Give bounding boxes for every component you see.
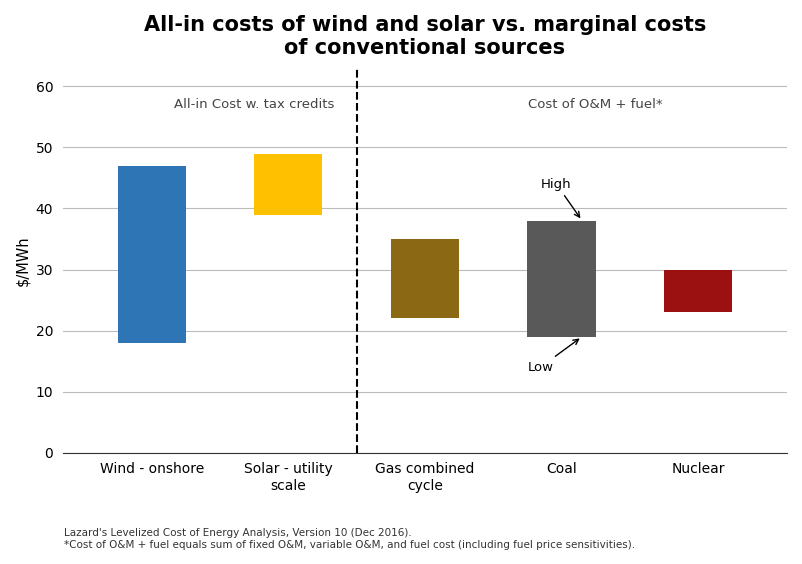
Bar [118, 166, 186, 343]
Y-axis label: $/MWh: $/MWh [15, 235, 30, 286]
Bar [528, 221, 596, 337]
Text: Lazard's Levelized Cost of Energy Analysis, Version 10 (Dec 2016).
*Cost of O&M : Lazard's Levelized Cost of Energy Analys… [64, 528, 635, 550]
Bar [664, 270, 732, 312]
Text: High: High [541, 178, 580, 217]
Bar [391, 239, 459, 318]
Text: Low: Low [528, 340, 578, 374]
Text: Cost of O&M + fuel*: Cost of O&M + fuel* [529, 98, 663, 111]
Title: All-in costs of wind and solar vs. marginal costs
of conventional sources: All-in costs of wind and solar vs. margi… [144, 15, 706, 58]
Text: All-in Cost w. tax credits: All-in Cost w. tax credits [174, 98, 334, 111]
Bar [254, 153, 322, 214]
